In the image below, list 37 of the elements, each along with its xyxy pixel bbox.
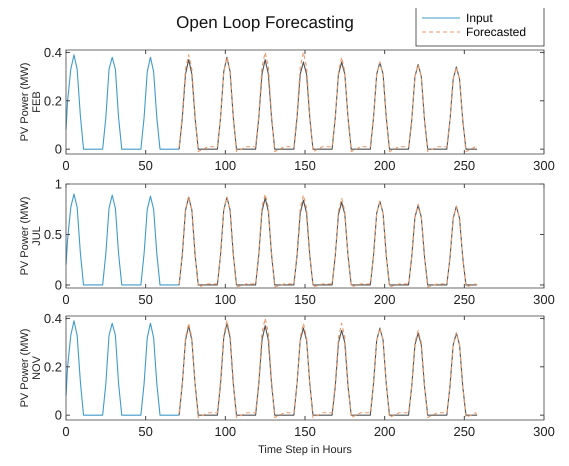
legend-label: Input: [466, 11, 494, 25]
y-axis-title: PV Power (MW) JUL: [19, 196, 43, 276]
x-tick-label: 200: [374, 158, 396, 173]
x-tick-label: 100: [214, 158, 236, 173]
y-tick-label: 0.5: [44, 226, 62, 242]
y-tick-label: 0.4: [44, 310, 62, 326]
x-tick-label: 100: [214, 292, 236, 307]
y-tick-label: 0.2: [44, 93, 62, 108]
y-tick-label: 0.2: [44, 359, 62, 374]
x-tick-label: 150: [294, 424, 316, 439]
x-axis-title: Time Step in Hours: [258, 444, 352, 456]
y-tick-label: 1: [54, 176, 62, 192]
line-series: [65, 320, 180, 416]
x-tick-label: 250: [453, 424, 476, 439]
x-tick-label: 300: [533, 292, 555, 307]
x-tick-label: 300: [533, 158, 555, 173]
y-tick-label: 0: [54, 408, 62, 423]
y-tick-label: 0.4: [44, 44, 62, 60]
x-tick-label: 150: [294, 292, 316, 307]
x-tick-label: 250: [453, 158, 476, 173]
line-series: [65, 54, 180, 150]
x-tick-label: 50: [138, 158, 153, 173]
x-tick-label: 200: [374, 424, 396, 439]
x-tick-label: 300: [533, 424, 555, 439]
x-tick-label: 100: [214, 424, 236, 439]
x-tick-label: 250: [453, 292, 476, 307]
y-axis-title: PV Power (MW) NOV: [19, 328, 43, 408]
x-tick-label: 150: [294, 158, 316, 173]
legend-label: Forecasted: [466, 25, 526, 39]
y-tick-label: 0: [54, 277, 62, 292]
chart-title: Open Loop Forecasting: [176, 13, 354, 32]
x-tick-label: 200: [374, 292, 396, 307]
x-tick-label: 50: [138, 424, 153, 439]
x-tick-label: 50: [138, 292, 153, 307]
y-axis-title: PV Power (MW) FEB: [19, 62, 43, 142]
line-series: [65, 194, 180, 286]
y-tick-label: 0: [54, 142, 62, 157]
